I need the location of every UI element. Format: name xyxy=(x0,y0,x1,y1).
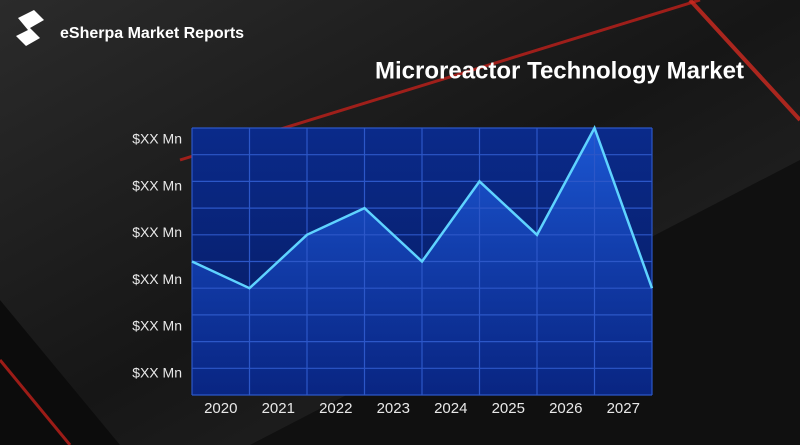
y-tick-label: $XX Mn xyxy=(132,131,182,147)
x-tick-label: 2026 xyxy=(549,400,582,417)
y-tick-label: $XX Mn xyxy=(132,177,182,193)
x-tick-label: 2024 xyxy=(434,400,467,417)
chart-title: Microreactor Technology Market xyxy=(375,57,744,84)
decor xyxy=(0,300,120,445)
y-tick-label: $XX Mn xyxy=(132,271,182,287)
x-tick-label: 2021 xyxy=(262,400,295,417)
x-tick-label: 2025 xyxy=(492,400,525,417)
y-tick-label: $XX Mn xyxy=(132,364,182,380)
brand: eSherpa Market Reports xyxy=(60,25,244,42)
x-tick-label: 2023 xyxy=(377,400,410,417)
y-tick-label: $XX Mn xyxy=(132,224,182,240)
line xyxy=(191,124,654,290)
x-tick-label: 2027 xyxy=(607,400,640,417)
y-tick-label: $XX Mn xyxy=(132,318,182,334)
x-tick-label: 2020 xyxy=(204,400,237,417)
decor-streak xyxy=(0,359,72,445)
decor-streak xyxy=(688,0,800,122)
x-tick-label: 2022 xyxy=(319,400,352,417)
logo xyxy=(16,10,44,46)
